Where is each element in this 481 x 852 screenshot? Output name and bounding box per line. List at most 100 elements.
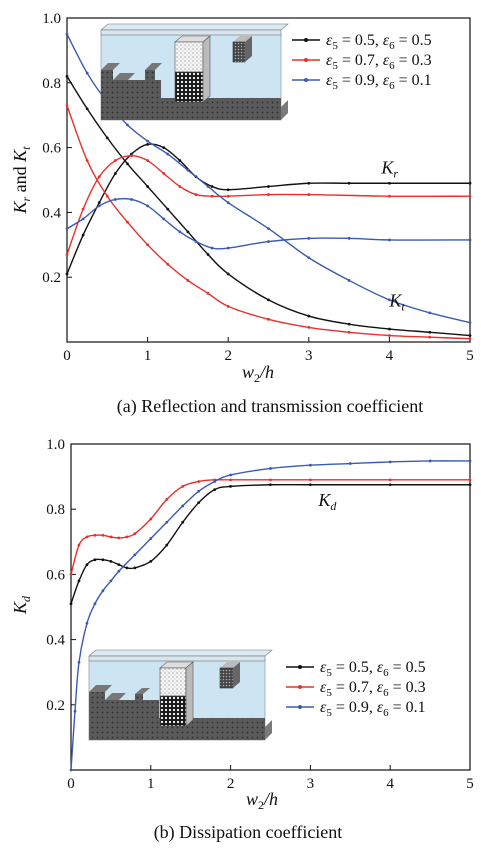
x-tick-label: 2	[227, 776, 235, 792]
data-point	[307, 181, 311, 185]
legend-a: ε5 = 0.5, ε6 = 0.5ε5 = 0.7, ε6 = 0.3ε5 =…	[292, 32, 432, 92]
data-point	[146, 243, 150, 247]
annotations-a: Kr Kt	[380, 158, 405, 314]
data-point	[97, 175, 101, 179]
data-point	[307, 256, 311, 260]
data-point	[226, 188, 230, 192]
data-point	[105, 136, 109, 140]
data-point	[109, 559, 113, 563]
data-point	[166, 152, 170, 156]
data-point	[117, 569, 121, 573]
data-point	[388, 238, 391, 242]
data-point	[133, 532, 137, 536]
data-point	[93, 558, 97, 562]
x-tick-label: 4	[386, 776, 394, 792]
legend-marker	[298, 685, 302, 689]
data-point	[197, 501, 201, 505]
data-point	[97, 201, 101, 205]
data-point	[388, 181, 391, 185]
data-point	[194, 193, 198, 196]
caption-a: (a) Reflection and transmission coeffici…	[117, 396, 424, 417]
data-point	[347, 181, 351, 185]
y-tick-label: 1.0	[46, 437, 65, 453]
data-point	[428, 330, 432, 334]
data-point	[178, 159, 182, 162]
data-point	[162, 172, 166, 175]
data-point	[149, 559, 153, 563]
data-point	[468, 483, 472, 487]
annotations-b: Kd	[317, 490, 337, 513]
data-point	[165, 498, 169, 501]
data-point	[226, 246, 230, 250]
x-tick-label: 0	[63, 348, 71, 364]
data-point	[267, 185, 270, 188]
x-tick-label: 5	[466, 776, 474, 792]
data-point	[226, 272, 230, 276]
data-point	[162, 217, 166, 221]
y-tick-label: 0.2	[46, 698, 65, 714]
data-point	[97, 204, 101, 208]
plot-frame-b	[70, 443, 471, 771]
data-point	[73, 709, 77, 713]
series-line-blue-kr	[66, 197, 471, 250]
data-point	[210, 194, 214, 198]
data-point	[267, 227, 270, 231]
data-point	[65, 272, 69, 276]
data-point	[210, 246, 214, 250]
data-point	[146, 204, 150, 208]
data-point	[347, 330, 351, 334]
data-point	[347, 322, 351, 326]
y-axis-label-a: Kr and Kt	[10, 146, 33, 215]
plot-frame-a	[66, 17, 471, 343]
data-point	[117, 536, 121, 540]
legend-marker	[298, 705, 302, 709]
y-tick-label: 0.2	[42, 270, 61, 286]
data-point	[428, 335, 432, 339]
data-point	[81, 217, 85, 221]
panel-a: 0 1 2 3 4 5 0.2 0.4 0.6 0.8 1.0 ε5 = 0.5, ε6 = 0.5…	[10, 11, 474, 417]
data-point	[468, 238, 472, 242]
legend-entry: ε5 = 0.7, ε6 = 0.3	[320, 679, 426, 699]
data-point	[181, 520, 185, 524]
x-tick-label: 3	[305, 348, 313, 364]
series-group-a	[65, 32, 472, 341]
data-point	[468, 321, 472, 324]
data-point	[186, 168, 190, 172]
data-point	[229, 484, 233, 488]
data-point	[388, 298, 391, 302]
data-point	[428, 311, 432, 315]
data-point	[125, 535, 129, 539]
data-point	[269, 478, 272, 482]
data-point	[229, 478, 233, 482]
data-point	[388, 334, 391, 337]
data-point	[105, 194, 109, 198]
x-tick-label: 2	[224, 348, 232, 364]
y-tick-label: 0.6	[42, 141, 61, 157]
legend-entry: ε5 = 0.9, ε6 = 0.1	[320, 699, 426, 719]
axis-ticks-b: 0 1 2 3 4 5 0.2 0.4 0.6 0.8 1.0	[46, 437, 474, 792]
curve-annotation: Kt	[388, 290, 405, 313]
data-point	[388, 478, 392, 482]
data-point	[226, 304, 230, 308]
data-point	[213, 488, 217, 492]
data-point	[65, 32, 69, 36]
series-line-black	[70, 483, 470, 604]
panel-b: 0 1 2 3 4 5 0.2 0.4 0.6 0.8 1.0 ε5 = 0.5, ε6 = 0.5…	[10, 437, 474, 843]
data-point	[468, 334, 472, 337]
data-point	[146, 185, 150, 188]
data-point	[468, 459, 472, 463]
data-point	[126, 162, 129, 166]
data-point	[178, 230, 182, 234]
data-point	[166, 262, 170, 266]
breakwater-schematic-a	[100, 23, 289, 121]
legend-marker	[298, 665, 302, 669]
data-point	[347, 236, 351, 240]
legend-entry: ε5 = 0.9, ε6 = 0.1	[326, 72, 432, 92]
legend-marker	[304, 38, 308, 42]
data-point	[146, 142, 150, 146]
data-point	[388, 460, 392, 464]
y-tick-label: 0.8	[42, 76, 61, 92]
data-point	[197, 489, 201, 493]
series-group-b	[69, 459, 472, 772]
